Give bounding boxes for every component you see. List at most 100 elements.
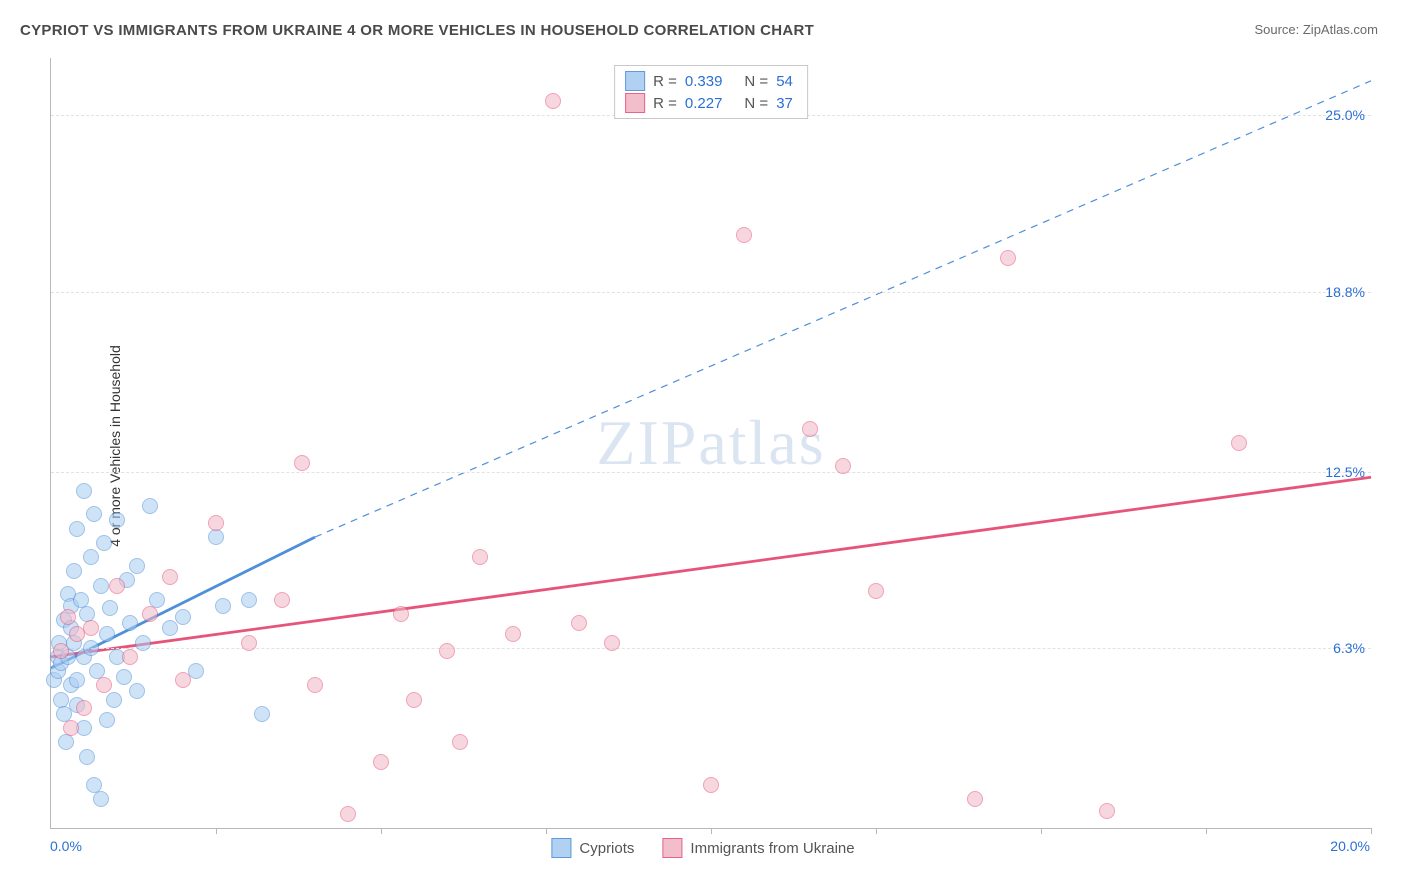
r-value-cypriots: 0.339: [685, 73, 723, 90]
scatter-point-ukraine: [545, 93, 561, 109]
scatter-point-cypriots: [215, 598, 231, 614]
scatter-point-ukraine: [868, 583, 884, 599]
x-tick: [216, 828, 217, 834]
source-prefix: Source:: [1254, 22, 1302, 37]
scatter-point-ukraine: [1000, 250, 1016, 266]
scatter-point-ukraine: [967, 791, 983, 807]
scatter-point-ukraine: [1231, 435, 1247, 451]
scatter-point-ukraine: [63, 720, 79, 736]
scatter-point-ukraine: [1099, 803, 1115, 819]
legend-item-cypriots: Cypriots: [551, 838, 634, 858]
scatter-point-ukraine: [736, 227, 752, 243]
scatter-point-cypriots: [122, 615, 138, 631]
x-tick: [381, 828, 382, 834]
x-tick: [711, 828, 712, 834]
scatter-point-cypriots: [99, 626, 115, 642]
chart-title: CYPRIOT VS IMMIGRANTS FROM UKRAINE 4 OR …: [20, 22, 814, 39]
x-tick: [876, 828, 877, 834]
y-tick-label: 18.8%: [1325, 284, 1365, 300]
scatter-point-ukraine: [76, 700, 92, 716]
swatch-cypriots: [625, 71, 645, 91]
correlation-legend-box: R = 0.339 N = 54 R = 0.227 N = 37: [614, 65, 808, 119]
scatter-point-cypriots: [116, 669, 132, 685]
scatter-point-cypriots: [109, 512, 125, 528]
legend-label-cypriots: Cypriots: [579, 840, 634, 857]
scatter-point-cypriots: [69, 672, 85, 688]
scatter-point-cypriots: [58, 734, 74, 750]
scatter-point-ukraine: [83, 620, 99, 636]
scatter-point-cypriots: [69, 521, 85, 537]
scatter-point-ukraine: [60, 609, 76, 625]
source-attribution: Source: ZipAtlas.com: [1254, 22, 1378, 37]
gridline: [51, 472, 1371, 473]
x-tick: [1206, 828, 1207, 834]
x-tick: [546, 828, 547, 834]
legend-item-ukraine: Immigrants from Ukraine: [662, 838, 854, 858]
swatch-cypriots: [551, 838, 571, 858]
x-axis-origin-label: 0.0%: [50, 838, 82, 854]
y-tick-label: 25.0%: [1325, 107, 1365, 123]
scatter-point-ukraine: [505, 626, 521, 642]
scatter-point-cypriots: [162, 620, 178, 636]
scatter-point-cypriots: [86, 506, 102, 522]
scatter-point-ukraine: [373, 754, 389, 770]
n-label: N =: [744, 95, 768, 112]
n-label: N =: [744, 73, 768, 90]
scatter-point-cypriots: [102, 600, 118, 616]
scatter-point-cypriots: [83, 640, 99, 656]
scatter-point-ukraine: [294, 455, 310, 471]
r-label: R =: [653, 73, 677, 90]
scatter-point-ukraine: [439, 643, 455, 659]
legend-label-ukraine: Immigrants from Ukraine: [690, 840, 854, 857]
scatter-point-cypriots: [135, 635, 151, 651]
scatter-point-ukraine: [53, 643, 69, 659]
source-name: ZipAtlas.com: [1303, 22, 1378, 37]
scatter-point-ukraine: [472, 549, 488, 565]
x-axis-max-label: 20.0%: [1330, 838, 1370, 854]
scatter-point-ukraine: [122, 649, 138, 665]
r-label: R =: [653, 95, 677, 112]
scatter-point-ukraine: [571, 615, 587, 631]
scatter-point-cypriots: [76, 483, 92, 499]
n-value-cypriots: 54: [776, 73, 793, 90]
scatter-point-ukraine: [109, 578, 125, 594]
scatter-point-ukraine: [604, 635, 620, 651]
scatter-point-ukraine: [406, 692, 422, 708]
x-tick: [1371, 828, 1372, 834]
scatter-point-ukraine: [452, 734, 468, 750]
chart-plot-area: ZIPatlas R = 0.339 N = 54 R = 0.227 N = …: [50, 58, 1371, 829]
scatter-point-cypriots: [79, 749, 95, 765]
scatter-point-ukraine: [393, 606, 409, 622]
swatch-ukraine: [662, 838, 682, 858]
scatter-point-cypriots: [142, 498, 158, 514]
r-value-ukraine: 0.227: [685, 95, 723, 112]
scatter-point-ukraine: [802, 421, 818, 437]
scatter-point-cypriots: [93, 578, 109, 594]
scatter-point-ukraine: [241, 635, 257, 651]
scatter-point-ukraine: [307, 677, 323, 693]
scatter-point-cypriots: [53, 692, 69, 708]
scatter-point-ukraine: [96, 677, 112, 693]
series-legend: Cypriots Immigrants from Ukraine: [551, 838, 854, 858]
scatter-point-cypriots: [99, 712, 115, 728]
y-tick-label: 12.5%: [1325, 464, 1365, 480]
scatter-point-cypriots: [93, 791, 109, 807]
trendlines-layer: [51, 58, 1371, 828]
scatter-point-cypriots: [241, 592, 257, 608]
legend-row-ukraine: R = 0.227 N = 37: [625, 92, 793, 114]
scatter-point-cypriots: [208, 529, 224, 545]
trendline: [51, 477, 1371, 657]
watermark-text: ZIPatlas: [596, 406, 825, 480]
scatter-point-cypriots: [83, 549, 99, 565]
scatter-point-ukraine: [208, 515, 224, 531]
scatter-point-ukraine: [274, 592, 290, 608]
scatter-point-ukraine: [340, 806, 356, 822]
scatter-point-cypriots: [129, 683, 145, 699]
scatter-point-cypriots: [106, 692, 122, 708]
scatter-point-ukraine: [162, 569, 178, 585]
scatter-point-cypriots: [129, 558, 145, 574]
scatter-point-ukraine: [835, 458, 851, 474]
y-tick-label: 6.3%: [1333, 640, 1365, 656]
swatch-ukraine: [625, 93, 645, 113]
scatter-point-cypriots: [66, 563, 82, 579]
